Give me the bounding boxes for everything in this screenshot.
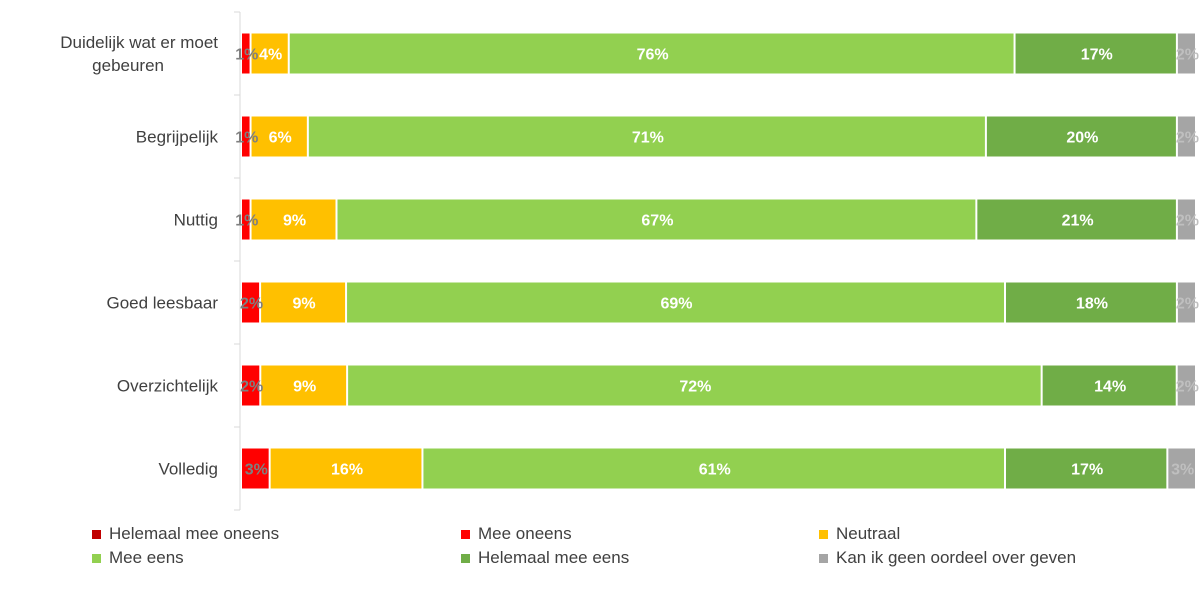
bar-segment (1006, 448, 1167, 489)
data-label: 2% (1176, 296, 1199, 313)
bar-segment (1177, 116, 1195, 157)
data-label: 2% (1176, 47, 1199, 64)
stacked-bar-chart: Duidelijk wat er moet gebeuren Begrijpelij… (60, 11, 1199, 511)
category-label: Goed leesbaar (106, 294, 218, 313)
legend-swatch (92, 553, 101, 563)
data-label: 2% (1176, 130, 1199, 147)
bar-segment (308, 116, 985, 157)
legend-swatch (461, 553, 470, 563)
bar-segment (242, 33, 250, 74)
data-label: 18% (1076, 296, 1108, 313)
bar-segment (337, 199, 976, 240)
category-label-line: Begrijpelijk (136, 128, 219, 147)
legend-label: Helemaal mee eens (478, 548, 630, 567)
bar-segment (1042, 365, 1176, 406)
data-label: 9% (293, 379, 316, 396)
legend-label: Neutraal (836, 524, 901, 543)
data-label: 21% (1062, 213, 1094, 230)
data-label: 76% (637, 47, 669, 64)
bar-segment (242, 448, 269, 489)
data-label: 16% (331, 462, 363, 479)
bars (242, 33, 1195, 489)
bar-segment (289, 33, 1014, 74)
category-label: Begrijpelijk (136, 128, 219, 147)
data-label: 14% (1094, 379, 1126, 396)
legend-label: Kan ik geen oordeel over geven (836, 548, 1077, 567)
category-label-line: Overzichtelijk (117, 377, 219, 396)
legend-swatch (819, 529, 828, 539)
category-axis (234, 11, 241, 511)
legend-item: Kan ik geen oordeel over geven (819, 548, 1076, 568)
bar-segment (242, 365, 260, 406)
category-label-line: gebeuren (92, 56, 164, 75)
bar-segment (1177, 365, 1195, 406)
data-label: 1% (235, 213, 258, 230)
data-label: 9% (283, 213, 306, 230)
bar-segment (348, 365, 1041, 406)
bar-segment (1006, 282, 1176, 323)
bar-segment (251, 33, 288, 74)
data-label: 17% (1071, 462, 1103, 479)
bar-segment (251, 199, 336, 240)
legend-item: Helemaal mee oneens (92, 524, 279, 544)
data-label: 20% (1066, 130, 1098, 147)
legend-swatch (461, 529, 470, 539)
legend-swatch (819, 553, 828, 563)
data-labels: 1% 4% 76% 17% 2%1% 6% 71% 20% 2%1% 9% 67% 21% 2%2% 9%… (235, 47, 1199, 479)
legend-item: Helemaal mee eens (461, 548, 629, 568)
bar-segment (251, 116, 307, 157)
data-label: 61% (699, 462, 731, 479)
data-label: 2% (240, 379, 263, 396)
data-label: 1% (235, 130, 258, 147)
legend-item: Mee eens (92, 548, 184, 568)
legend-item: Mee oneens (461, 524, 572, 544)
category-labels: Duidelijk wat er moet gebeuren Begrijpelij… (60, 33, 218, 479)
category-label-line: Goed leesbaar (106, 294, 218, 313)
data-label: 6% (269, 130, 292, 147)
legend-swatch (92, 529, 101, 539)
bar-segment (242, 199, 250, 240)
data-label: 9% (293, 296, 316, 313)
bar-segment (270, 448, 422, 489)
bar-segment (242, 116, 250, 157)
category-label: Overzichtelijk (117, 377, 219, 396)
bar-segment (1177, 282, 1195, 323)
bar-segment (423, 448, 1004, 489)
legend-label: Mee oneens (478, 524, 572, 543)
category-label: Nuttig (174, 211, 218, 230)
category-label-line: Nuttig (174, 211, 218, 230)
data-label: 17% (1081, 47, 1113, 64)
category-label: Duidelijk wat er moet gebeuren (60, 33, 218, 75)
bar-segment (986, 116, 1176, 157)
bar-segment (261, 365, 347, 406)
bar-segment (347, 282, 1004, 323)
bar-segment (1177, 199, 1195, 240)
data-label: 69% (661, 296, 693, 313)
category-label: Volledig (158, 460, 218, 479)
data-label: 72% (679, 379, 711, 396)
bar-segment (977, 199, 1176, 240)
data-label: 3% (245, 462, 268, 479)
legend-label: Mee eens (109, 548, 184, 567)
data-label: 2% (1176, 379, 1199, 396)
data-label: 71% (632, 130, 664, 147)
data-label: 4% (259, 47, 282, 64)
bar-segment (1015, 33, 1176, 74)
category-label-line: Volledig (158, 460, 218, 479)
data-label: 2% (1176, 213, 1199, 230)
data-label: 2% (240, 296, 263, 313)
bar-segment (1168, 448, 1195, 489)
bar-segment (261, 282, 346, 323)
legend-item: Neutraal (819, 524, 900, 544)
data-label: 1% (235, 47, 258, 64)
bar-segment (1177, 33, 1195, 74)
legend-label: Helemaal mee oneens (109, 524, 280, 543)
bar-segment (242, 282, 260, 323)
category-label-line: Duidelijk wat er moet (60, 33, 218, 52)
data-label: 3% (1171, 462, 1194, 479)
data-label: 67% (641, 213, 673, 230)
